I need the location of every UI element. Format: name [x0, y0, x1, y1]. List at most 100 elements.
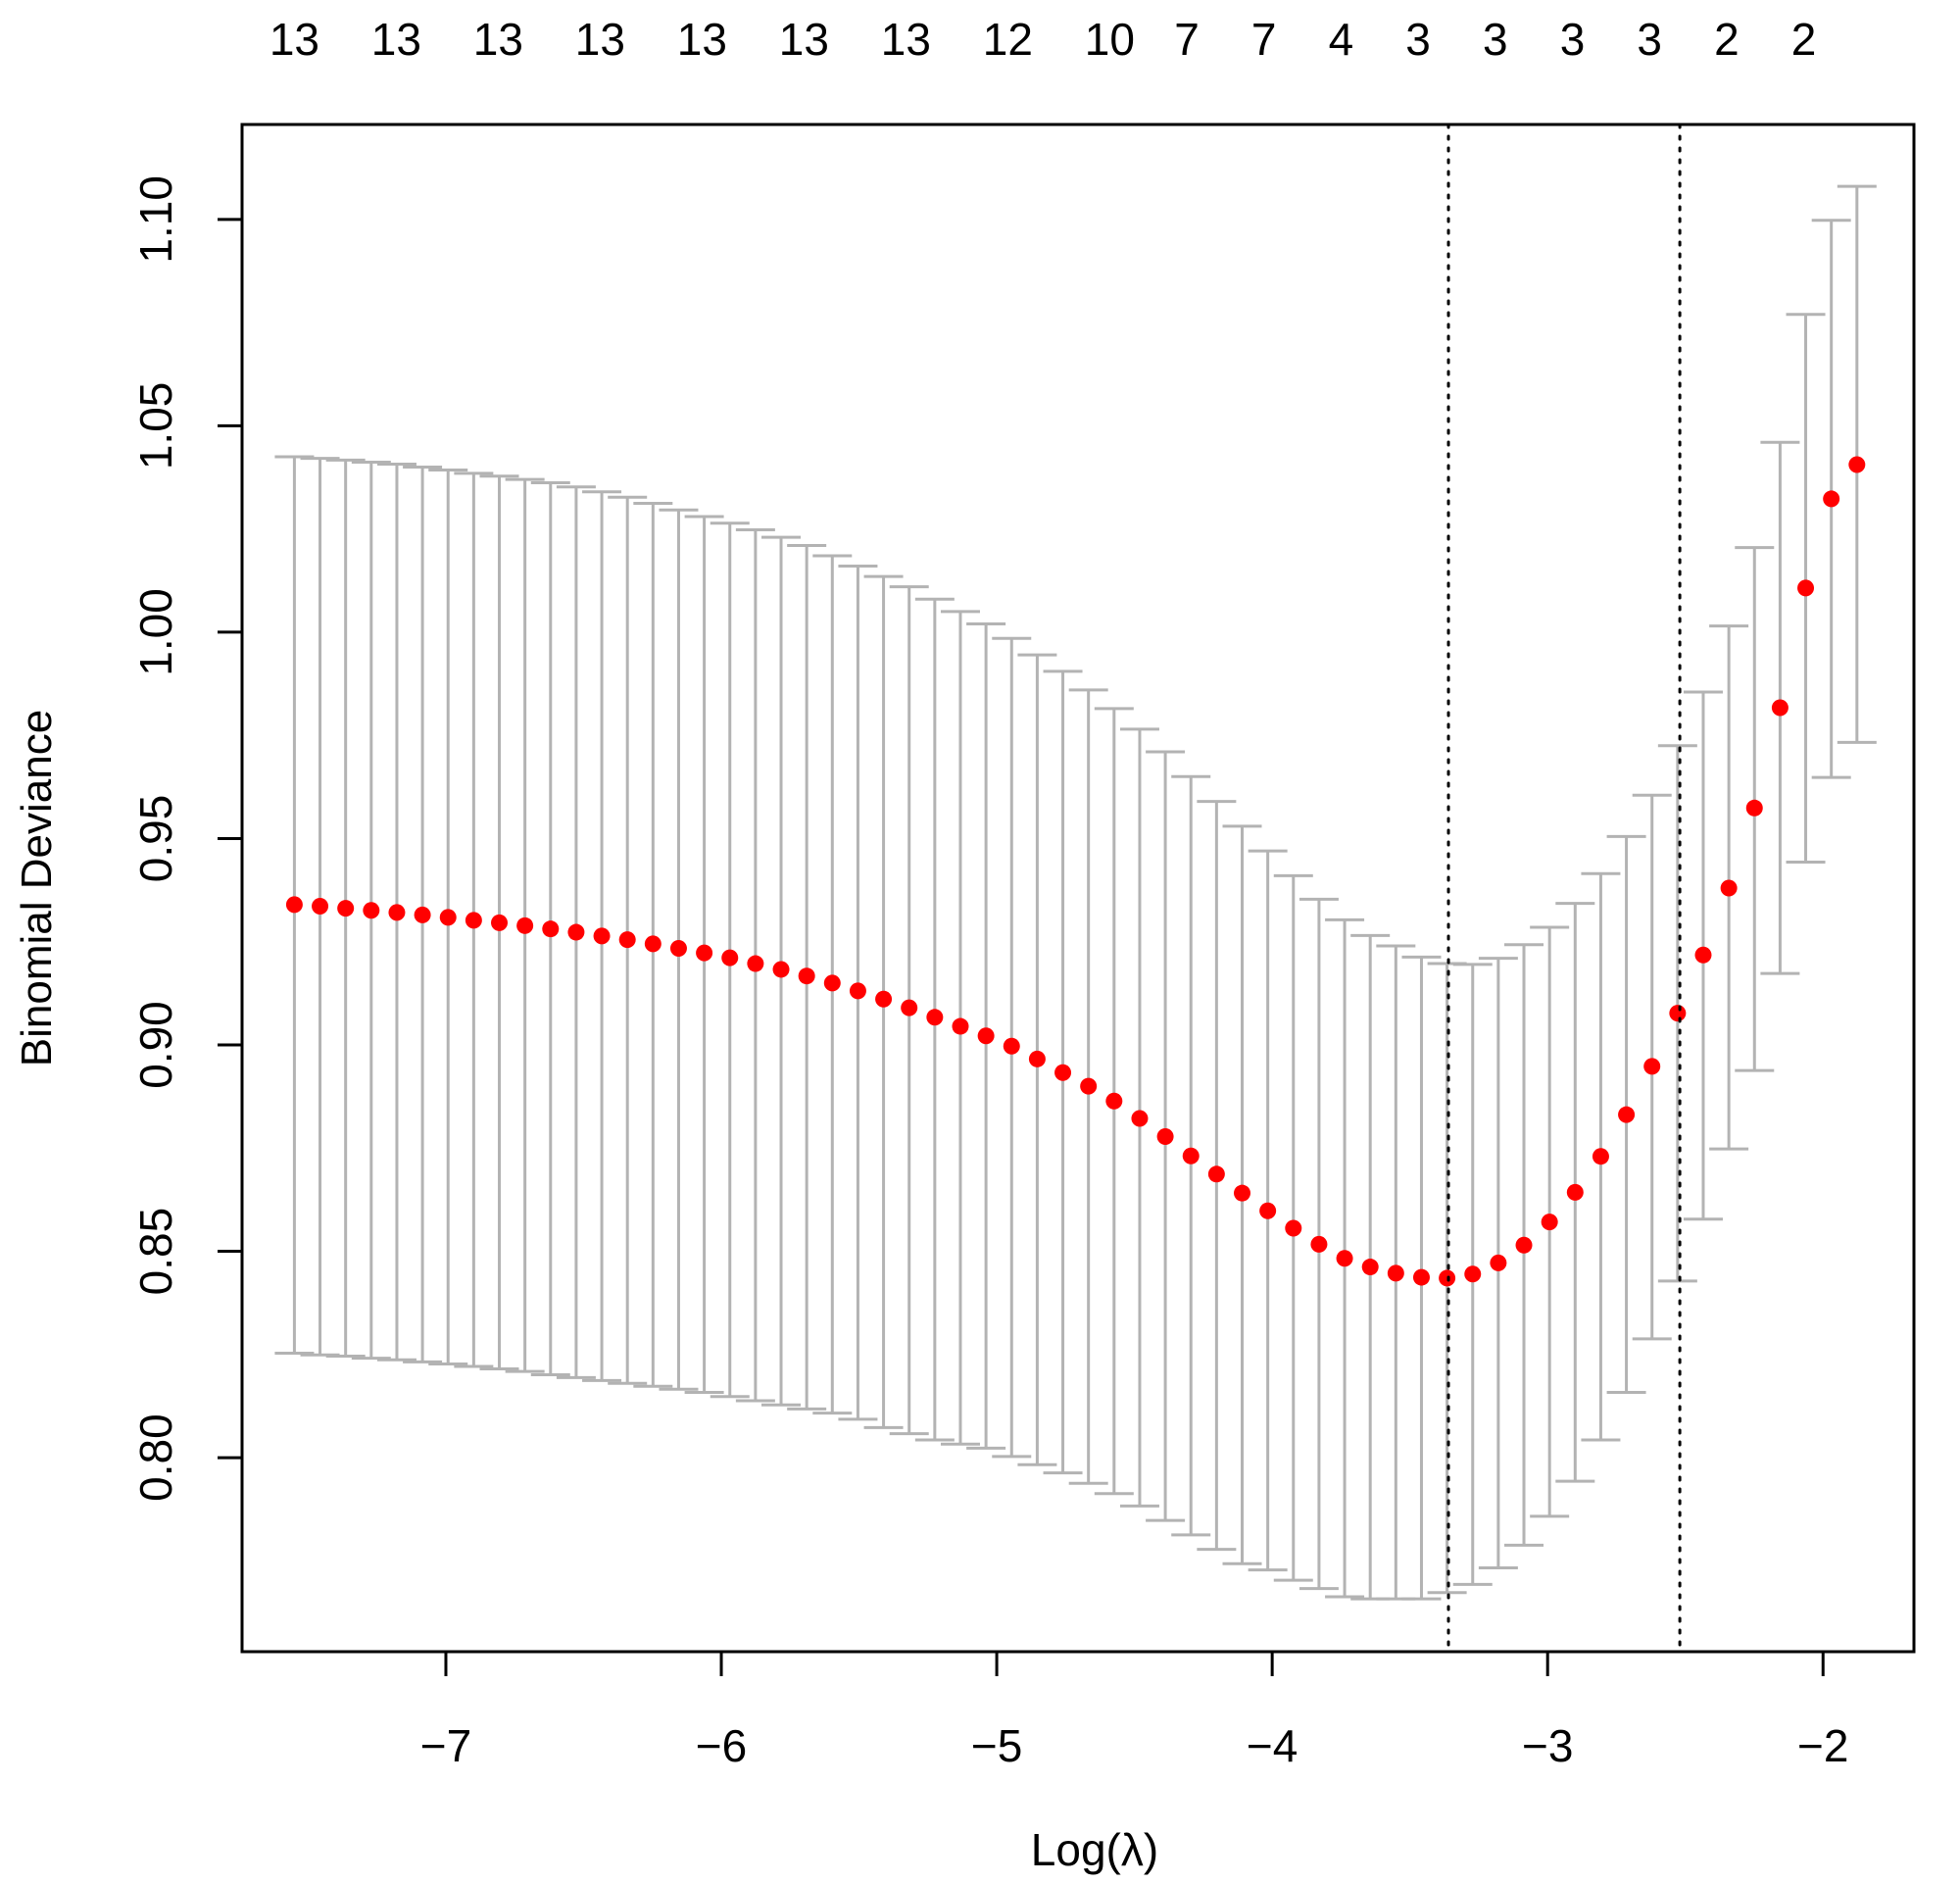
deviance-points: [285, 456, 1866, 1287]
data-point: [823, 974, 841, 992]
x-axis-label: Log(λ): [1031, 1824, 1158, 1875]
data-point: [1285, 1219, 1302, 1237]
data-point: [1310, 1235, 1328, 1253]
plot-frame: [240, 123, 1916, 1654]
data-point: [1105, 1092, 1123, 1110]
data-point: [1361, 1259, 1379, 1276]
data-point: [1156, 1127, 1174, 1145]
error-bars: [274, 184, 1877, 1601]
top-axis-label: 2: [1791, 14, 1817, 65]
data-point: [1387, 1264, 1404, 1282]
data-point: [772, 961, 790, 978]
data-point: [1464, 1265, 1482, 1283]
data-point: [1054, 1064, 1072, 1081]
y-tick-label: 1.05: [130, 382, 181, 471]
data-point: [644, 935, 662, 953]
x-tick-label: −4: [1247, 1720, 1298, 1771]
data-point: [747, 955, 764, 972]
x-tick-label: −6: [696, 1720, 747, 1771]
data-point: [1234, 1184, 1251, 1202]
data-point: [1003, 1037, 1020, 1055]
x-tick-label: −5: [971, 1720, 1022, 1771]
data-point: [1259, 1202, 1277, 1219]
data-point: [977, 1027, 995, 1045]
data-point: [1694, 946, 1712, 964]
data-point: [1412, 1268, 1430, 1286]
top-axis-label: 2: [1714, 14, 1740, 65]
y-tick-label: 0.95: [130, 795, 181, 883]
data-point: [414, 906, 431, 923]
data-point: [1848, 456, 1866, 473]
data-point: [1745, 799, 1763, 817]
top-axis-label: 3: [1637, 14, 1662, 65]
data-point: [618, 931, 636, 949]
data-point: [849, 982, 866, 1000]
data-point: [1771, 699, 1788, 717]
data-point: [1566, 1183, 1584, 1201]
data-point: [1131, 1110, 1149, 1127]
data-point: [312, 898, 329, 916]
data-point: [669, 939, 687, 957]
data-point: [1490, 1254, 1507, 1271]
data-point: [285, 896, 303, 914]
data-point: [363, 902, 380, 919]
data-point: [1618, 1106, 1636, 1123]
data-point: [1720, 879, 1738, 897]
data-point: [901, 999, 918, 1016]
top-axis-label: 13: [575, 14, 625, 65]
data-point: [721, 949, 739, 966]
y-tick-label: 0.90: [130, 1001, 181, 1089]
top-axis-label: 13: [779, 14, 829, 65]
data-point: [1823, 490, 1840, 508]
x-axis: −7 −6 −5 −4 −3 −2: [420, 1650, 1848, 1771]
data-point: [798, 967, 815, 985]
data-point: [1028, 1050, 1046, 1067]
data-point: [1643, 1058, 1661, 1075]
y-axis-label: Binomial Deviance: [13, 710, 61, 1066]
data-point: [567, 923, 585, 941]
y-tick-label: 1.00: [130, 588, 181, 676]
top-axis-label: 7: [1251, 14, 1277, 65]
top-axis-label: 4: [1329, 14, 1354, 65]
data-point: [1336, 1250, 1353, 1267]
data-point: [1797, 579, 1815, 597]
data-point: [1207, 1165, 1225, 1183]
data-point: [1541, 1214, 1558, 1231]
data-point: [516, 917, 534, 934]
data-point: [875, 990, 893, 1008]
top-axis-label: 13: [881, 14, 931, 65]
reference-lines: [1446, 123, 1682, 1654]
data-point: [439, 909, 457, 926]
top-axis-label: 3: [1560, 14, 1586, 65]
top-axis-label: 13: [371, 14, 421, 65]
top-axis-label: 13: [270, 14, 319, 65]
data-point: [593, 927, 611, 945]
y-axis: 0.80 0.85 0.90 0.95 1.00 1.05 1.10: [130, 175, 244, 1502]
top-axis-label: 13: [473, 14, 523, 65]
y-tick-label: 0.85: [130, 1208, 181, 1296]
data-point: [542, 920, 560, 938]
top-axis-label: 13: [677, 14, 727, 65]
data-point: [491, 914, 509, 931]
data-point: [1515, 1236, 1533, 1254]
top-axis-nonzero-counts: 13 13 13 13 13 13 13 12 10 7 7 4 3 3 3 3 2 2: [270, 14, 1817, 65]
data-point: [1182, 1147, 1200, 1164]
data-point: [465, 912, 482, 929]
y-tick-label: 1.10: [130, 175, 181, 264]
data-point: [926, 1009, 944, 1026]
data-point: [696, 944, 713, 962]
y-tick-label: 0.80: [130, 1413, 181, 1502]
data-point: [1080, 1077, 1098, 1095]
top-axis-label: 3: [1405, 14, 1431, 65]
x-tick-label: −7: [420, 1720, 471, 1771]
data-point: [388, 904, 406, 921]
top-axis-label: 10: [1085, 14, 1135, 65]
data-point: [337, 900, 355, 917]
data-point: [952, 1017, 969, 1035]
top-axis-label: 12: [983, 14, 1033, 65]
x-tick-label: −3: [1522, 1720, 1573, 1771]
data-point: [1592, 1148, 1609, 1165]
top-axis-label: 3: [1483, 14, 1508, 65]
top-axis-label: 7: [1174, 14, 1200, 65]
